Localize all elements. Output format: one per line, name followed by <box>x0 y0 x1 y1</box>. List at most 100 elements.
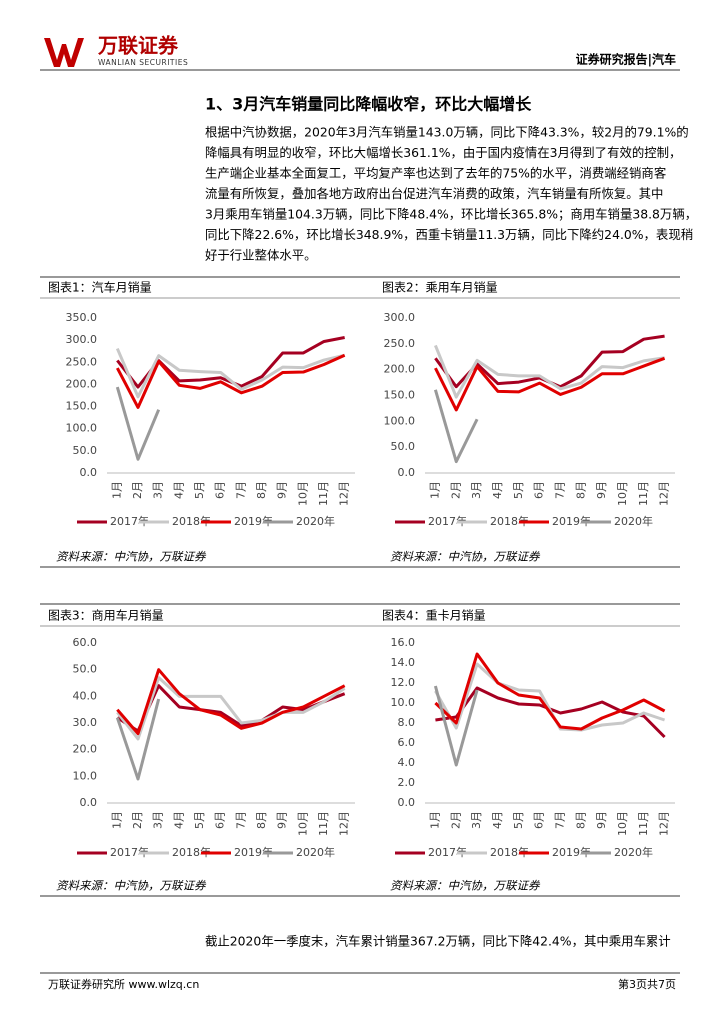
body-text: 3月乘用车销量104.3万辆，同比下降48.4%，环比增长365.8%；商用车销… <box>205 207 697 222</box>
x-tick-label: 3月 <box>470 481 483 499</box>
x-tick-label: 5月 <box>512 481 525 499</box>
figure-source: 资料来源：中汽协，万联证券 <box>390 879 541 893</box>
y-tick-label: 10.0 <box>73 769 98 782</box>
legend-label: 2020年 <box>296 514 335 528</box>
legend-label: 2018年 <box>490 514 529 528</box>
legend-label: 2019年 <box>234 514 273 528</box>
legend-label: 2018年 <box>172 845 211 859</box>
x-tick-label: 5月 <box>193 481 206 499</box>
body-text: 生产端企业基本全面复工，平均复产率也达到了去年的75%的水平，消费端经销商客 <box>205 166 666 181</box>
y-tick-label: 100.0 <box>384 414 416 427</box>
y-tick-label: 150.0 <box>66 400 98 413</box>
legend-label: 2020年 <box>614 514 653 528</box>
x-tick-label: 2月 <box>131 481 144 499</box>
x-tick-label: 5月 <box>512 811 525 829</box>
series-line <box>115 347 346 399</box>
y-tick-label: 4.0 <box>398 756 416 769</box>
body-text: 好于行业整体水平。 <box>205 248 317 263</box>
series-line <box>116 676 346 741</box>
x-tick-label: 8月 <box>255 481 268 499</box>
x-tick-label: 7月 <box>553 481 566 499</box>
y-tick-label: 150.0 <box>384 389 416 402</box>
y-tick-label: 6.0 <box>398 736 416 749</box>
x-tick-label: 11月 <box>637 811 650 836</box>
x-tick-label: 6月 <box>214 811 227 829</box>
x-tick-label: 2月 <box>449 811 462 829</box>
x-tick-label: 12月 <box>658 811 671 836</box>
y-tick-label: 50.0 <box>73 663 98 676</box>
x-tick-label: 4月 <box>491 811 504 829</box>
y-tick-label: 350.0 <box>66 311 98 324</box>
x-tick-label: 1月 <box>110 811 123 829</box>
header-section: 证券研究报告|汽车 <box>576 52 676 67</box>
y-tick-label: 8.0 <box>398 716 416 729</box>
legend-label: 2018年 <box>490 845 529 859</box>
legend-label: 2017年 <box>428 514 467 528</box>
series-line <box>116 684 346 733</box>
x-tick-label: 9月 <box>595 811 608 829</box>
legend-label: 2017年 <box>110 514 149 528</box>
section-title: 1、3月汽车销量同比降幅收窄，环比大幅增长 <box>205 95 532 114</box>
footer-left: 万联证券研究所 www.wlzq.cn <box>48 977 199 991</box>
x-tick-label: 10月 <box>296 481 309 506</box>
x-tick-label: 9月 <box>595 481 608 499</box>
series-line <box>434 344 665 399</box>
footer-right: 第3页共7页 <box>618 977 676 991</box>
series-line <box>116 353 346 409</box>
y-tick-label: 200.0 <box>384 363 416 376</box>
body-text: 截止2020年一季度末，汽车累计销量367.2万辆，同比下降42.4%，其中乘用… <box>205 934 671 949</box>
x-tick-label: 11月 <box>637 481 650 506</box>
x-tick-label: 6月 <box>214 481 227 499</box>
y-tick-label: 10.0 <box>391 696 416 709</box>
body-text: 同比下降22.6%，环比增长348.9%，西重卡销量11.3万辆，同比下降约24… <box>205 227 693 242</box>
series-line <box>116 668 346 736</box>
legend-label: 2017年 <box>110 845 149 859</box>
x-tick-label: 7月 <box>234 811 247 829</box>
legend-label: 2019年 <box>234 845 273 859</box>
y-tick-label: 300.0 <box>66 333 98 346</box>
y-tick-label: 300.0 <box>384 311 416 324</box>
legend-label: 2019年 <box>552 845 591 859</box>
x-tick-label: 3月 <box>152 811 165 829</box>
body-text: 根据中汽协数据，2020年3月汽车销量143.0万辆，同比下降43.3%，较2月… <box>205 125 689 140</box>
x-tick-label: 10月 <box>616 811 629 836</box>
y-tick-label: 100.0 <box>66 422 98 435</box>
body-text: 流量有所恢复，叠加各地方政府出台促进汽车消费的政策，汽车销量有所恢复。其中 <box>205 186 663 201</box>
x-tick-label: 5月 <box>193 811 206 829</box>
x-tick-label: 10月 <box>296 811 309 836</box>
legend-label: 2019年 <box>552 514 591 528</box>
figure-caption: 图表2：乘用车月销量 <box>382 280 498 295</box>
body-text: 降幅具有明显的收窄，环比大幅增长361.1%，由于国内疫情在3月得到了有效的控制… <box>205 145 681 160</box>
x-tick-label: 4月 <box>172 481 185 499</box>
figure-source: 资料来源：中汽协，万联证券 <box>56 550 207 564</box>
y-tick-label: 12.0 <box>391 676 416 689</box>
series-line <box>115 386 161 461</box>
x-tick-label: 11月 <box>317 481 330 506</box>
series-line <box>433 389 479 464</box>
x-tick-label: 12月 <box>338 811 351 836</box>
legend-label: 2017年 <box>428 845 467 859</box>
series-line <box>115 698 161 781</box>
y-tick-label: 200.0 <box>66 377 98 390</box>
figure-caption: 图表1：汽车月销量 <box>48 280 152 295</box>
x-tick-label: 4月 <box>172 811 185 829</box>
figure-source: 资料来源：中汽协，万联证券 <box>56 879 207 893</box>
x-tick-label: 6月 <box>533 811 546 829</box>
logo-mark <box>44 38 84 67</box>
x-tick-label: 4月 <box>491 481 504 499</box>
y-tick-label: 250.0 <box>66 355 98 368</box>
x-tick-label: 12月 <box>338 481 351 506</box>
legend-label: 2020年 <box>614 845 653 859</box>
x-tick-label: 7月 <box>553 811 566 829</box>
legend-label: 2020年 <box>296 845 335 859</box>
series-line <box>434 356 666 412</box>
y-tick-label: 250.0 <box>384 337 416 350</box>
y-tick-label: 16.0 <box>391 636 416 649</box>
figure-caption: 图表4：重卡月销量 <box>382 609 486 623</box>
y-tick-label: 60.0 <box>73 636 98 649</box>
logo-text: 万联证券 <box>97 34 179 58</box>
y-tick-label: 0.0 <box>398 796 416 809</box>
x-tick-label: 8月 <box>574 481 587 499</box>
x-tick-label: 1月 <box>110 481 123 499</box>
